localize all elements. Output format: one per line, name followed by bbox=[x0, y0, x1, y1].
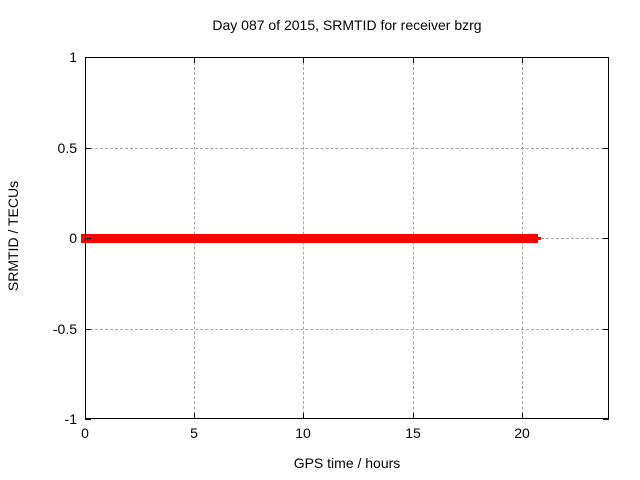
x-tick-bottom bbox=[522, 413, 523, 419]
y-tick-label: -0.5 bbox=[52, 321, 77, 337]
y-gridline bbox=[85, 329, 609, 330]
x-tick-bottom bbox=[303, 413, 304, 419]
x-tick-bottom bbox=[85, 413, 86, 419]
x-tick-label: 5 bbox=[190, 425, 198, 441]
y-tick-right bbox=[603, 238, 609, 239]
y-tick-label: -1 bbox=[64, 411, 77, 427]
y-tick-right bbox=[603, 329, 609, 330]
x-tick-label: 20 bbox=[514, 425, 530, 441]
y-tick-left bbox=[85, 419, 91, 420]
y-tick-right bbox=[603, 57, 609, 58]
chart-title: Day 087 of 2015, SRMTID for receiver bzr… bbox=[212, 17, 482, 33]
y-tick-left bbox=[85, 57, 91, 58]
y-tick-left bbox=[85, 329, 91, 330]
x-tick-label: 10 bbox=[295, 425, 311, 441]
data-series-segment bbox=[536, 236, 542, 240]
data-series-segment bbox=[526, 233, 538, 243]
y-tick-left bbox=[85, 148, 91, 149]
y-tick-right bbox=[603, 419, 609, 420]
y-tick-label: 1 bbox=[69, 49, 77, 65]
plot-area bbox=[85, 57, 609, 419]
y-tick-right bbox=[603, 148, 609, 149]
y-tick-label: 0 bbox=[69, 230, 77, 246]
y-tick-left bbox=[85, 238, 91, 239]
x-tick-label: 15 bbox=[405, 425, 421, 441]
x-tick-bottom bbox=[413, 413, 414, 419]
y-tick-label: 0.5 bbox=[57, 140, 77, 156]
x-axis-label: GPS time / hours bbox=[293, 455, 401, 471]
x-tick-top bbox=[303, 57, 304, 63]
x-tick-top bbox=[85, 57, 86, 63]
y-gridline bbox=[85, 148, 609, 149]
x-tick-top bbox=[413, 57, 414, 63]
x-tick-top bbox=[194, 57, 195, 63]
x-tick-label: 0 bbox=[81, 425, 89, 441]
data-series-segment bbox=[81, 233, 526, 243]
x-tick-bottom bbox=[194, 413, 195, 419]
x-tick-top bbox=[522, 57, 523, 63]
y-axis-label-text: SRMTID / TECUs bbox=[5, 180, 21, 292]
